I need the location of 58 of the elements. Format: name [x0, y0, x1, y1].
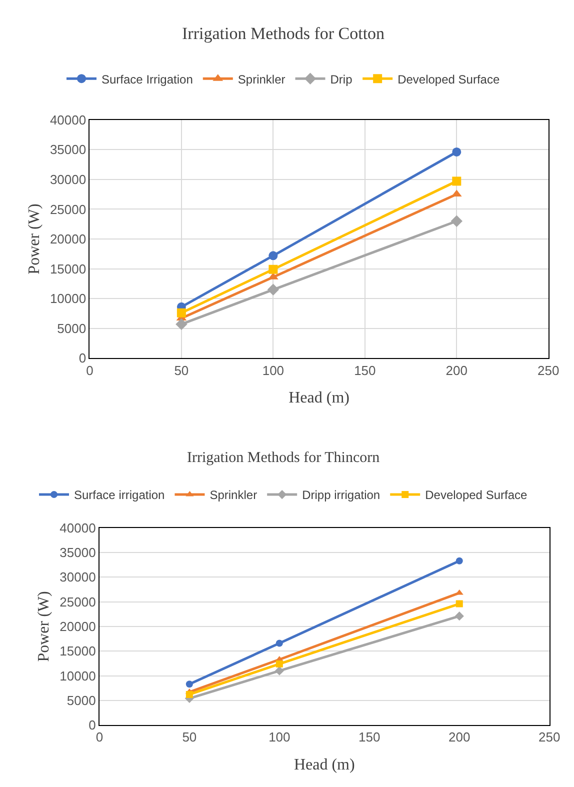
point — [276, 660, 283, 668]
y-tick-label: 40000 — [50, 112, 86, 128]
point — [268, 251, 278, 260]
y-axis-title: Power (W) — [36, 591, 53, 662]
x-tick-label: 250 — [538, 362, 560, 378]
point — [452, 147, 462, 156]
point — [454, 612, 464, 621]
legend-label: Sprinkler — [210, 488, 258, 502]
point — [274, 666, 284, 676]
chart-title: Irrigation Methods for Cotton — [182, 24, 386, 43]
legend-label: Dripp irrigation — [302, 488, 380, 502]
x-tick-label: 200 — [446, 362, 468, 378]
legend-label: Sprinkler — [238, 72, 286, 86]
y-tick-label: 0 — [88, 718, 96, 733]
point — [268, 264, 278, 274]
legend-label: Developed Surface — [425, 488, 528, 502]
point — [176, 318, 188, 330]
point — [186, 690, 193, 698]
x-axis-title: Head (m) — [288, 389, 350, 406]
x-tick-label: 100 — [268, 730, 290, 745]
y-tick-label: 5000 — [66, 692, 96, 708]
point — [450, 215, 462, 227]
point — [456, 600, 463, 608]
y-tick-label: 35000 — [60, 545, 96, 560]
legend-label: Developed Surface — [398, 72, 500, 86]
x-tick-label: 150 — [354, 362, 376, 378]
chart-title: Irrigation Methods for Thincorn — [187, 450, 380, 466]
y-tick-label: 10000 — [60, 668, 96, 684]
point — [186, 680, 193, 688]
y-tick-label: 20000 — [50, 232, 86, 247]
legend-label: Surface Irrigation — [102, 72, 193, 86]
y-axis-title: Power (W) — [26, 204, 43, 274]
legend-label: Surface irrigation — [74, 488, 165, 502]
point — [456, 557, 463, 564]
y-tick-label: 35000 — [50, 142, 86, 158]
x-tick-label: 50 — [174, 362, 189, 378]
y-tick-label: 25000 — [50, 202, 86, 217]
point — [276, 640, 283, 647]
y-tick-label: 30000 — [50, 172, 86, 187]
y-tick-label: 20000 — [60, 619, 96, 634]
y-tick-label: 40000 — [60, 520, 96, 536]
y-tick-label: 0 — [78, 350, 86, 366]
x-axis-title: Head (m) — [294, 756, 355, 774]
x-tick-label: 50 — [182, 730, 197, 745]
x-tick-label: 250 — [538, 730, 560, 745]
y-tick-label: 25000 — [60, 594, 96, 610]
y-tick-label: 15000 — [50, 261, 86, 276]
x-tick-label: 100 — [262, 362, 284, 378]
y-tick-label: 15000 — [60, 644, 96, 659]
y-tick-label: 10000 — [50, 291, 86, 306]
x-tick-label: 200 — [448, 730, 470, 745]
y-tick-label: 30000 — [60, 570, 96, 585]
point — [452, 176, 462, 186]
point — [176, 308, 186, 318]
legend-label: Drip — [330, 72, 353, 86]
x-tick-label: 150 — [358, 730, 380, 745]
point — [267, 284, 280, 296]
y-tick-label: 5000 — [57, 320, 86, 336]
